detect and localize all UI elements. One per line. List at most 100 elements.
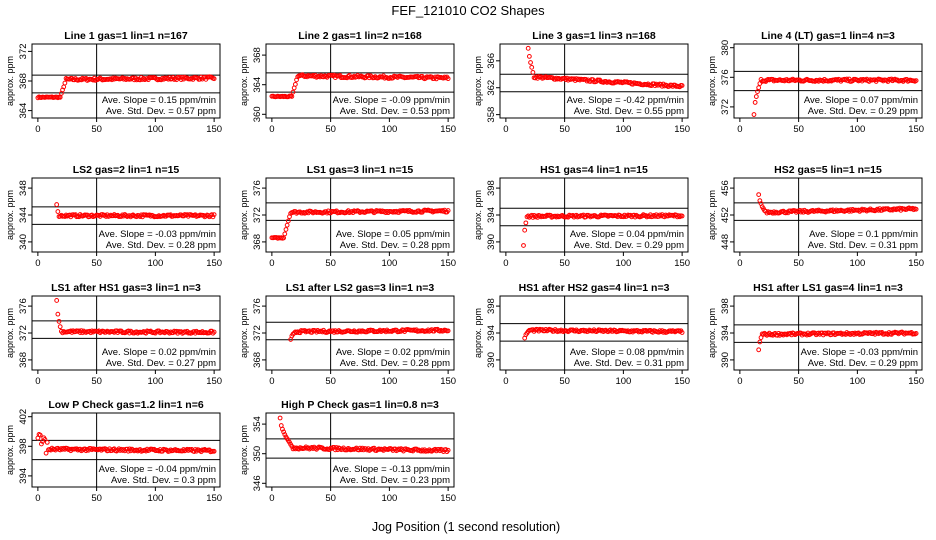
y-tick-label: 368	[18, 73, 29, 89]
stats-annotation: Ave. Std. Dev. = 0.53 ppm	[340, 106, 450, 117]
y-tick-label: 368	[18, 352, 29, 368]
x-tick-label: 100	[381, 376, 397, 387]
plot-frame	[265, 412, 455, 488]
panel: HS1 gas=4 lin=1 n=15 0 50 100 150 390 394 398ap…	[473, 164, 690, 269]
data-point	[530, 69, 536, 75]
x-tick-label: 50	[559, 124, 570, 135]
y-tick-label: 398	[486, 180, 497, 196]
x-tick-label: 50	[793, 376, 804, 387]
panel: HS1 after HS2 gas=4 lin=1 n=3 0 50 100 150 39…	[473, 282, 690, 387]
y-tick-label: 368	[252, 352, 263, 368]
data-point	[56, 318, 62, 324]
x-tick-label: 0	[503, 376, 508, 387]
panel-title: Line 1 gas=1 lin=1 n=167	[64, 30, 188, 42]
y-tick-label: 398	[486, 298, 497, 314]
x-tick-label: 150	[908, 258, 924, 269]
y-axis-label: approx. ppm	[239, 308, 249, 358]
data-point	[529, 64, 535, 70]
x-tick-label: 100	[849, 258, 865, 269]
x-tick-label: 50	[91, 493, 102, 504]
stats-annotation: Ave. Slope = 0.15 ppm/min	[102, 95, 216, 106]
data-point	[281, 429, 287, 435]
x-tick-label: 150	[206, 124, 222, 135]
stats-annotation: Ave. Slope = 0.08 ppm/min	[570, 347, 684, 358]
data-point	[125, 448, 131, 454]
data-point	[211, 76, 217, 82]
x-axis-label: Jog Position (1 second resolution)	[372, 520, 560, 534]
panels: Line 1 gas=1 lin=1 n=167 0 50 100 150 364 368 3…	[5, 30, 924, 504]
panel: Line 2 gas=1 lin=2 n=168 0 50 100 150 360 364 3…	[239, 30, 456, 135]
panel: High P Check gas=1 lin=0.8 n=3 0 50 100 150 3…	[239, 399, 456, 504]
x-tick-label: 50	[325, 258, 336, 269]
data-point	[526, 54, 532, 59]
x-tick-label: 50	[91, 258, 102, 269]
x-tick-label: 150	[908, 124, 924, 135]
x-tick-label: 0	[269, 258, 274, 269]
data-point	[310, 72, 316, 78]
y-tick-label: 394	[18, 468, 29, 484]
y-axis-label: approx. ppm	[473, 56, 483, 106]
x-tick-label: 150	[674, 124, 690, 135]
panel: Low P Check gas=1.2 lin=1 n=6 0 50 100 150 39…	[5, 399, 222, 504]
x-tick-label: 50	[793, 258, 804, 269]
data-point	[679, 83, 685, 88]
y-tick-label: 376	[252, 180, 263, 196]
x-tick-label: 150	[440, 258, 456, 269]
data-point	[523, 220, 529, 226]
x-tick-label: 0	[35, 258, 40, 269]
panel: LS1 gas=3 lin=1 n=15 0 50 100 150 368 372 376ap…	[239, 164, 456, 269]
y-tick-label: 354	[252, 416, 263, 432]
y-tick-label: 364	[252, 77, 263, 93]
y-axis-label: approx. ppm	[473, 190, 483, 240]
x-tick-label: 50	[793, 124, 804, 135]
stats-annotation: Ave. Std. Dev. = 0.29 ppm	[574, 240, 684, 251]
stats-annotation: Ave. Slope = 0.02 ppm/min	[102, 347, 216, 358]
stats-annotation: Ave. Std. Dev. = 0.31 ppm	[808, 240, 918, 251]
y-tick-label: 346	[252, 475, 263, 491]
data-point	[49, 445, 55, 451]
y-tick-label: 394	[486, 207, 497, 223]
y-tick-label: 348	[18, 180, 29, 196]
y-tick-label: 456	[720, 180, 731, 196]
data-point	[64, 446, 70, 451]
data-point	[37, 432, 43, 438]
data-point	[445, 208, 451, 213]
stats-annotation: Ave. Slope = -0.42 ppm/min	[567, 95, 684, 106]
stats-annotation: Ave. Slope = -0.03 ppm/min	[801, 347, 918, 358]
data-point	[211, 329, 217, 335]
y-axis-label: approx. ppm	[239, 425, 249, 475]
stats-annotation: Ave. Std. Dev. = 0.23 ppm	[340, 475, 450, 486]
stats-annotation: Ave. Slope = -0.09 ppm/min	[333, 95, 450, 106]
y-tick-label: 376	[18, 298, 29, 314]
x-tick-label: 150	[674, 258, 690, 269]
x-tick-label: 50	[325, 376, 336, 387]
data-point	[864, 208, 870, 214]
stats-annotation: Ave. Slope = 0.04 ppm/min	[570, 229, 684, 240]
y-tick-label: 390	[486, 234, 497, 250]
data-point	[521, 243, 526, 248]
data-point	[679, 213, 685, 219]
x-tick-label: 150	[908, 376, 924, 387]
y-axis-label: approx. ppm	[239, 190, 249, 240]
data-point	[211, 448, 217, 454]
y-axis-label: approx. ppm	[239, 56, 249, 106]
data-point	[280, 426, 285, 432]
data-point	[285, 218, 291, 224]
x-tick-label: 100	[147, 124, 163, 135]
data-point	[522, 227, 528, 233]
data-point	[284, 222, 290, 228]
stats-annotation: Ave. Slope = 0.07 ppm/min	[804, 95, 918, 106]
y-tick-label: 376	[252, 298, 263, 314]
y-tick-label: 448	[720, 234, 731, 250]
data-point	[282, 432, 288, 437]
panel-title: High P Check gas=1 lin=0.8 n=3	[281, 399, 439, 411]
x-tick-label: 50	[559, 376, 570, 387]
x-tick-label: 100	[381, 258, 397, 269]
panel: HS1 after LS1 gas=4 lin=1 n=3 0 50 100 150 39…	[707, 282, 924, 387]
x-tick-label: 100	[381, 493, 397, 504]
data-point	[292, 81, 298, 87]
data-point	[54, 202, 60, 207]
data-point	[913, 331, 919, 336]
stats-annotation: Ave. Std. Dev. = 0.31 ppm	[574, 358, 684, 369]
data-point	[39, 441, 44, 447]
